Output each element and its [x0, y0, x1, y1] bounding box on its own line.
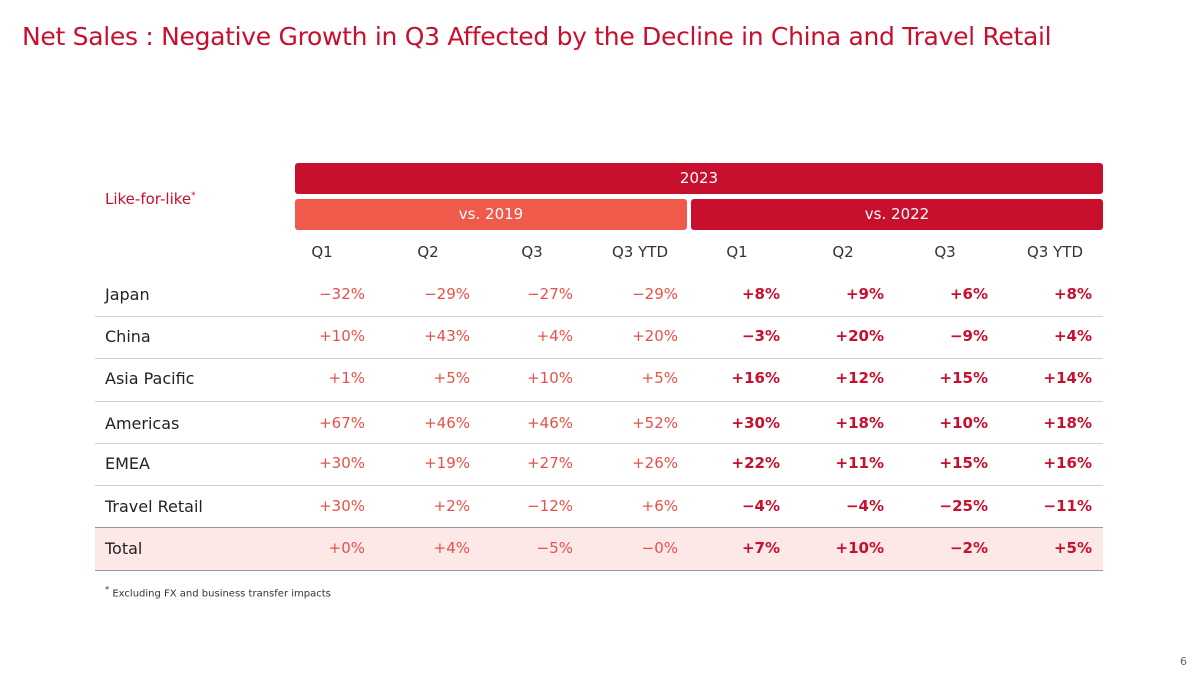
cell: −29%	[632, 285, 678, 303]
row-rule	[95, 527, 1103, 528]
row-rule	[95, 485, 1103, 486]
cell: −2%	[949, 539, 988, 557]
cell: +1%	[328, 369, 365, 387]
cell: −25%	[939, 497, 988, 515]
cell: +18%	[1043, 414, 1092, 432]
row-label: EMEA	[105, 454, 150, 473]
cell: +4%	[433, 539, 470, 557]
cell: +6%	[949, 285, 988, 303]
cell: −0%	[641, 539, 678, 557]
total-row-bg	[95, 528, 1103, 570]
cell: +10%	[527, 369, 573, 387]
cell: +0%	[328, 539, 365, 557]
cell: +9%	[845, 285, 884, 303]
slide-title: Net Sales : Negative Growth in Q3 Affect…	[22, 22, 1052, 51]
cell: +14%	[1043, 369, 1092, 387]
column-header: Q2	[417, 243, 439, 261]
row-label: Asia Pacific	[105, 369, 195, 388]
cell: −9%	[949, 327, 988, 345]
cell: +52%	[632, 414, 678, 432]
cell: +5%	[641, 369, 678, 387]
cell: +7%	[741, 539, 780, 557]
cell: +15%	[939, 369, 988, 387]
column-header: Q3	[521, 243, 543, 261]
cell: +43%	[424, 327, 470, 345]
cell: +27%	[527, 454, 573, 472]
cell: +8%	[741, 285, 780, 303]
cell: +10%	[835, 539, 884, 557]
cell: +4%	[1053, 327, 1092, 345]
year-header: 2023	[295, 163, 1103, 194]
footnote-mark: *	[105, 584, 110, 594]
cell: +30%	[731, 414, 780, 432]
row-label: Travel Retail	[105, 497, 203, 516]
cell: +26%	[632, 454, 678, 472]
group-header: vs. 2022	[691, 199, 1103, 230]
row-label: China	[105, 327, 151, 346]
cell: −3%	[741, 327, 780, 345]
cell: −4%	[741, 497, 780, 515]
cell: +18%	[835, 414, 884, 432]
column-header: Q3 YTD	[1027, 243, 1083, 261]
column-header: Q2	[832, 243, 854, 261]
row-label: Japan	[105, 285, 150, 304]
row-label: Total	[105, 539, 143, 558]
column-header: Q3 YTD	[612, 243, 668, 261]
cell: +22%	[731, 454, 780, 472]
cell: +16%	[1043, 454, 1092, 472]
cell: +12%	[835, 369, 884, 387]
cell: −12%	[527, 497, 573, 515]
cell: +5%	[1053, 539, 1092, 557]
column-header: Q3	[934, 243, 956, 261]
cell: +67%	[319, 414, 365, 432]
row-rule	[95, 401, 1103, 402]
cell: +4%	[536, 327, 573, 345]
cell: +5%	[433, 369, 470, 387]
cell: +10%	[319, 327, 365, 345]
group-header: vs. 2019	[295, 199, 687, 230]
row-rule	[95, 358, 1103, 359]
cell: −4%	[845, 497, 884, 515]
row-rule	[95, 443, 1103, 444]
cell: −27%	[527, 285, 573, 303]
cell: +8%	[1053, 285, 1092, 303]
footnote-text: Excluding FX and business transfer impac…	[112, 588, 331, 600]
label-text: Like-for-like	[105, 190, 192, 208]
cell: +10%	[939, 414, 988, 432]
cell: +19%	[424, 454, 470, 472]
cell: +30%	[319, 454, 365, 472]
cell: +30%	[319, 497, 365, 515]
cell: −32%	[319, 285, 365, 303]
cell: +15%	[939, 454, 988, 472]
row-rule	[95, 570, 1103, 571]
cell: +2%	[433, 497, 470, 515]
cell: +6%	[641, 497, 678, 515]
cell: −29%	[424, 285, 470, 303]
cell: +46%	[527, 414, 573, 432]
cell: +20%	[835, 327, 884, 345]
cell: +16%	[731, 369, 780, 387]
column-header: Q1	[311, 243, 333, 261]
table-label: Like-for-like*	[105, 190, 196, 208]
row-label: Americas	[105, 414, 180, 433]
column-header: Q1	[726, 243, 748, 261]
cell: +46%	[424, 414, 470, 432]
cell: −11%	[1043, 497, 1092, 515]
cell: +20%	[632, 327, 678, 345]
cell: +11%	[835, 454, 884, 472]
cell: −5%	[536, 539, 573, 557]
row-rule	[95, 316, 1103, 317]
page-number: 6	[1180, 655, 1187, 668]
label-footnote-mark: *	[191, 191, 196, 201]
footnote: * Excluding FX and business transfer imp…	[105, 584, 331, 599]
